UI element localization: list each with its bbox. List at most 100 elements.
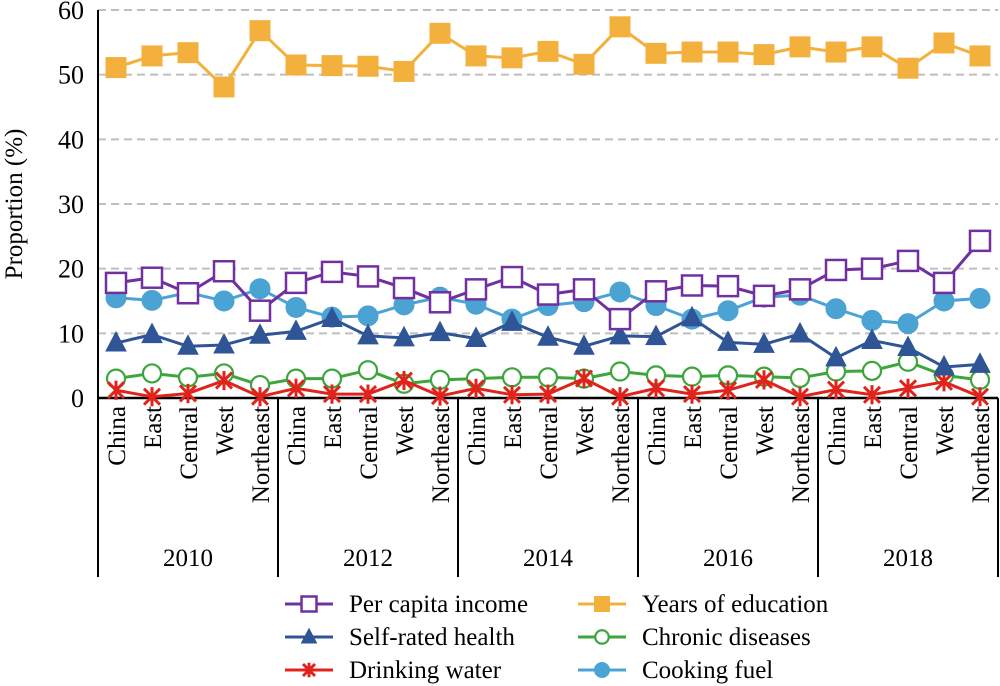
- data-point: [826, 379, 846, 400]
- x-tick-label: China: [824, 406, 851, 466]
- legend-item: Drinking water: [285, 657, 502, 684]
- data-point: [753, 332, 775, 353]
- data-point: [358, 384, 378, 404]
- data-point: [608, 307, 632, 331]
- x-tick-label: East: [680, 406, 707, 449]
- data-point: [572, 278, 596, 301]
- year-label: 2012: [343, 545, 393, 572]
- data-point: [969, 352, 991, 373]
- legend-marker: [594, 662, 610, 678]
- data-point: [429, 369, 451, 390]
- data-point: [933, 32, 955, 54]
- data-point: [142, 387, 162, 407]
- data-point: [537, 367, 559, 388]
- x-tick-label: Northeast: [248, 406, 275, 503]
- data-point: [825, 345, 847, 367]
- data-point: [861, 360, 883, 381]
- data-point: [718, 380, 738, 400]
- data-point: [754, 370, 774, 390]
- legend-marker: [300, 595, 318, 613]
- data-point: [790, 387, 810, 407]
- data-point: [177, 42, 199, 64]
- data-point: [284, 271, 308, 295]
- y-axis: 0 10 20 30 40 50 60: [58, 0, 99, 413]
- data-point: [537, 40, 559, 62]
- x-tick-label: Central: [356, 406, 383, 480]
- legend-marker: [594, 596, 610, 612]
- data-point: [897, 335, 919, 357]
- data-point: [213, 290, 235, 312]
- legend-label: Per capita income: [349, 591, 528, 618]
- legend-marker: [301, 662, 317, 678]
- data-point: [536, 283, 560, 306]
- data-point: [538, 384, 558, 404]
- x-tick-label: Central: [176, 406, 203, 480]
- data-point: [645, 42, 667, 64]
- data-point: [717, 300, 739, 322]
- data-point: [322, 384, 342, 404]
- data-point: [106, 380, 126, 400]
- data-point: [357, 360, 379, 381]
- data-point: [753, 44, 775, 66]
- data-point: [860, 257, 884, 280]
- x-tick-label: East: [320, 406, 347, 449]
- x-tick-label: China: [464, 406, 491, 466]
- data-point: [681, 305, 703, 327]
- data-point: [861, 36, 883, 58]
- data-point: [249, 20, 271, 42]
- x-tick-label: Central: [716, 406, 743, 480]
- data-point: [969, 369, 991, 390]
- year-label: 2018: [883, 545, 933, 572]
- data-point: [104, 271, 128, 295]
- data-point: [898, 378, 918, 398]
- legend-item: Years of education: [578, 591, 829, 618]
- x-axis: China East Central West Northeast 2010 China Ea…: [97, 396, 999, 577]
- x-tick-label: China: [644, 406, 671, 466]
- x-tick-label: West: [932, 406, 959, 455]
- data-point: [176, 281, 200, 305]
- x-tick-label: China: [284, 406, 311, 466]
- legend-item: Self-rated health: [285, 624, 515, 651]
- data-point: [717, 330, 739, 351]
- x-tick-label: Northeast: [968, 406, 995, 503]
- series-layer: [104, 16, 992, 407]
- x-tick-label: Central: [896, 406, 923, 480]
- data-point: [213, 76, 235, 98]
- x-tick-label: Northeast: [608, 406, 635, 503]
- y-tick-label: 50: [58, 61, 84, 90]
- data-point: [896, 249, 920, 273]
- series-drinking-water: [106, 369, 990, 407]
- data-point: [788, 278, 812, 301]
- data-point: [285, 296, 307, 318]
- data-point: [752, 284, 776, 308]
- data-point: [502, 385, 522, 405]
- year-label: 2014: [523, 545, 574, 572]
- data-point: [285, 319, 307, 340]
- data-point: [429, 22, 451, 44]
- data-point: [825, 41, 847, 63]
- series-chronic-diseases: [105, 351, 991, 396]
- data-point: [105, 330, 127, 352]
- data-point: [681, 41, 703, 63]
- y-tick-label: 20: [58, 255, 84, 284]
- x-tick-label: West: [752, 406, 779, 455]
- data-point: [501, 367, 523, 388]
- x-tick-label: West: [392, 406, 419, 455]
- data-point: [428, 291, 452, 314]
- x-tick-label: China: [104, 406, 131, 466]
- legend-item: Cooking fuel: [578, 657, 773, 684]
- data-point: [429, 320, 451, 342]
- data-point: [644, 280, 668, 303]
- y-tick-label: 30: [58, 190, 84, 219]
- series-years-of-education: [105, 16, 991, 98]
- data-point: [862, 385, 882, 405]
- legend-item: Chronic diseases: [578, 624, 811, 651]
- data-point: [825, 298, 847, 320]
- data-point: [248, 299, 272, 322]
- data-point: [645, 324, 667, 346]
- data-point: [285, 54, 307, 76]
- data-point: [500, 265, 524, 289]
- data-point: [537, 325, 559, 346]
- data-point: [970, 387, 990, 407]
- data-point: [969, 45, 991, 67]
